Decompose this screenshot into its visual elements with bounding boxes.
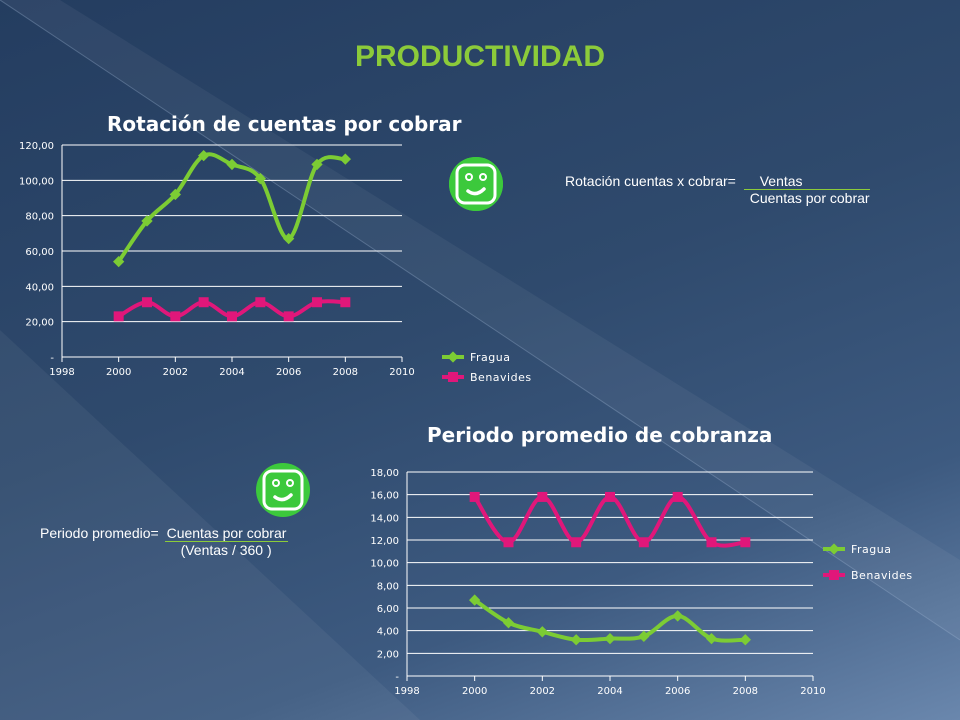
x-tick-label: 2010: [800, 686, 825, 697]
legend-label: Benavides: [470, 371, 532, 384]
y-tick-label: -: [395, 672, 399, 683]
y-tick-label: 18,00: [370, 468, 399, 479]
y-tick-label: 80,00: [25, 212, 54, 223]
y-tick-label: 12,00: [370, 536, 399, 547]
legend-label: Benavides: [851, 569, 913, 582]
data-point: [469, 491, 480, 502]
data-point: [502, 617, 515, 629]
data-point: [739, 634, 751, 646]
y-tick-label: -: [50, 353, 54, 364]
series-line-benavides: [472, 494, 746, 548]
slide-title: PRODUCTIVIDAD: [0, 40, 960, 74]
data-point: [706, 537, 717, 548]
data-point: [672, 491, 683, 502]
data-point: [571, 537, 582, 548]
formula-rotacion: Rotación cuentas x cobrar= Ventas Cuenta…: [565, 173, 870, 206]
formula-rotacion-fraction: Ventas Cuentas por cobrar: [743, 173, 870, 206]
data-point: [141, 215, 153, 227]
formula-periodo-lhs: Periodo promedio=: [40, 525, 159, 541]
legend-marker: [448, 372, 458, 382]
legend-marker: [447, 351, 459, 363]
data-point: [705, 632, 718, 645]
data-point: [142, 297, 152, 308]
chart2-title: Periodo promedio de cobranza: [427, 423, 773, 447]
y-tick-label: 60,00: [25, 247, 54, 258]
formula-rotacion-lhs: Rotación cuentas x cobrar=: [565, 173, 736, 189]
y-tick-label: 120,00: [19, 141, 54, 152]
x-tick-label: 2002: [163, 367, 188, 378]
data-point: [169, 188, 181, 201]
series-line-fragua: [117, 152, 346, 263]
formula-rotacion-denominator: Cuentas por cobrar: [749, 190, 870, 206]
legend-marker: [829, 570, 839, 580]
x-tick-label: 2002: [530, 686, 555, 697]
legend-label: Fragua: [851, 543, 892, 556]
data-point: [503, 537, 514, 548]
slide-title-text: PRODUCTIVIDAD: [354, 40, 605, 73]
y-tick-label: 2,00: [377, 649, 399, 660]
data-point: [198, 297, 209, 308]
data-point: [340, 297, 351, 308]
x-tick-label: 2008: [733, 686, 758, 697]
data-point: [227, 311, 237, 322]
y-tick-label: 8,00: [377, 581, 399, 592]
x-tick-label: 2006: [276, 367, 301, 378]
data-point: [605, 491, 615, 502]
x-tick-label: 2006: [665, 686, 690, 697]
formula-periodo: Periodo promedio= Cuentas por cobrar (Ve…: [40, 525, 289, 558]
formula-periodo-fraction: Cuentas por cobrar (Ventas / 360 ): [164, 525, 289, 558]
data-point: [740, 537, 751, 548]
y-tick-label: 6,00: [377, 604, 399, 615]
x-tick-label: 1998: [394, 686, 419, 697]
data-point: [638, 630, 650, 642]
data-point: [536, 626, 548, 638]
chart1-title: Rotación de cuentas por cobrar: [107, 112, 462, 136]
data-point: [469, 594, 481, 606]
data-point: [255, 297, 266, 308]
data-point: [604, 632, 616, 645]
formula-periodo-numerator: Cuentas por cobrar: [164, 525, 289, 542]
legend-marker: [828, 543, 840, 555]
data-point: [570, 634, 582, 646]
x-tick-label: 2000: [106, 367, 131, 378]
y-tick-label: 20,00: [25, 318, 54, 329]
data-point: [339, 153, 351, 165]
y-tick-label: 4,00: [377, 627, 399, 638]
data-point: [672, 610, 684, 622]
x-tick-label: 2008: [333, 367, 358, 378]
smiley-icon: [256, 463, 310, 517]
legend-label: Fragua: [470, 351, 511, 364]
x-tick-label: 1998: [49, 367, 74, 378]
x-tick-label: 2010: [389, 367, 414, 378]
data-point: [113, 311, 124, 322]
formula-rotacion-numerator: Ventas: [743, 173, 870, 190]
y-tick-label: 40,00: [25, 282, 54, 293]
data-point: [638, 537, 649, 548]
smiley-icon: [449, 157, 503, 211]
data-point: [283, 311, 294, 322]
x-tick-label: 2000: [462, 686, 487, 697]
y-tick-label: 10,00: [370, 559, 399, 570]
y-tick-label: 14,00: [370, 513, 399, 524]
data-point: [170, 311, 181, 322]
chart-periodo: - 2,00 4,00 6,00 8,00 10,00 12,00 14,00 16,00 18,…: [370, 468, 913, 697]
formula-periodo-denominator: (Ventas / 360 ): [180, 542, 272, 558]
data-point: [537, 491, 548, 502]
data-point: [312, 297, 322, 308]
y-tick-label: 16,00: [370, 491, 399, 502]
x-tick-label: 2004: [597, 686, 622, 697]
chart-rotacion: - 20,00 40,00 60,00 80,00 100,00 120,00 1998 200…: [19, 141, 532, 384]
data-point: [198, 149, 210, 162]
y-tick-label: 100,00: [19, 176, 54, 187]
x-tick-label: 2004: [219, 367, 244, 378]
